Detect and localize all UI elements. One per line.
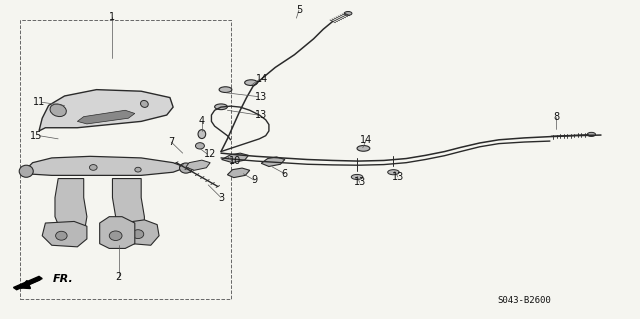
Polygon shape (221, 153, 248, 163)
Ellipse shape (141, 100, 148, 108)
Ellipse shape (344, 11, 352, 15)
Text: S043-B2600: S043-B2600 (497, 296, 551, 305)
Text: 15: 15 (30, 131, 42, 141)
Text: 7: 7 (168, 137, 174, 147)
Text: 13: 13 (392, 172, 404, 182)
Text: 9: 9 (251, 175, 257, 185)
Text: 14: 14 (360, 136, 372, 145)
Polygon shape (113, 179, 145, 239)
Text: 10: 10 (229, 156, 241, 166)
Ellipse shape (219, 87, 232, 93)
Ellipse shape (214, 104, 227, 110)
Text: 13: 13 (255, 92, 267, 102)
Ellipse shape (351, 174, 363, 180)
Ellipse shape (90, 165, 97, 170)
Ellipse shape (195, 143, 204, 149)
Text: 11: 11 (33, 97, 45, 107)
Text: 4: 4 (199, 116, 205, 126)
Text: 5: 5 (296, 5, 302, 15)
Text: 2: 2 (116, 272, 122, 282)
Polygon shape (39, 90, 173, 131)
Text: FR.: FR. (53, 274, 74, 284)
Polygon shape (42, 221, 87, 247)
Text: 1: 1 (109, 11, 115, 22)
Ellipse shape (135, 167, 141, 172)
Polygon shape (13, 276, 42, 290)
Polygon shape (261, 157, 285, 167)
Polygon shape (227, 168, 250, 178)
Text: 13: 13 (353, 177, 365, 187)
Polygon shape (100, 217, 135, 249)
Text: 12: 12 (204, 149, 216, 159)
Text: 13: 13 (255, 110, 267, 120)
Ellipse shape (244, 80, 257, 85)
Text: 14: 14 (256, 74, 268, 85)
Polygon shape (26, 156, 186, 175)
Ellipse shape (357, 145, 370, 151)
Text: 6: 6 (282, 169, 288, 179)
Ellipse shape (56, 231, 67, 240)
Text: 3: 3 (218, 193, 224, 203)
Ellipse shape (132, 230, 144, 239)
Ellipse shape (388, 170, 399, 175)
Polygon shape (122, 220, 159, 245)
Ellipse shape (109, 231, 122, 241)
Ellipse shape (19, 165, 33, 177)
Ellipse shape (50, 104, 67, 116)
Ellipse shape (179, 163, 192, 173)
Polygon shape (55, 179, 87, 239)
Polygon shape (77, 110, 135, 124)
Ellipse shape (588, 132, 596, 137)
Polygon shape (186, 160, 210, 170)
Text: 8: 8 (553, 112, 559, 122)
Ellipse shape (198, 130, 205, 138)
